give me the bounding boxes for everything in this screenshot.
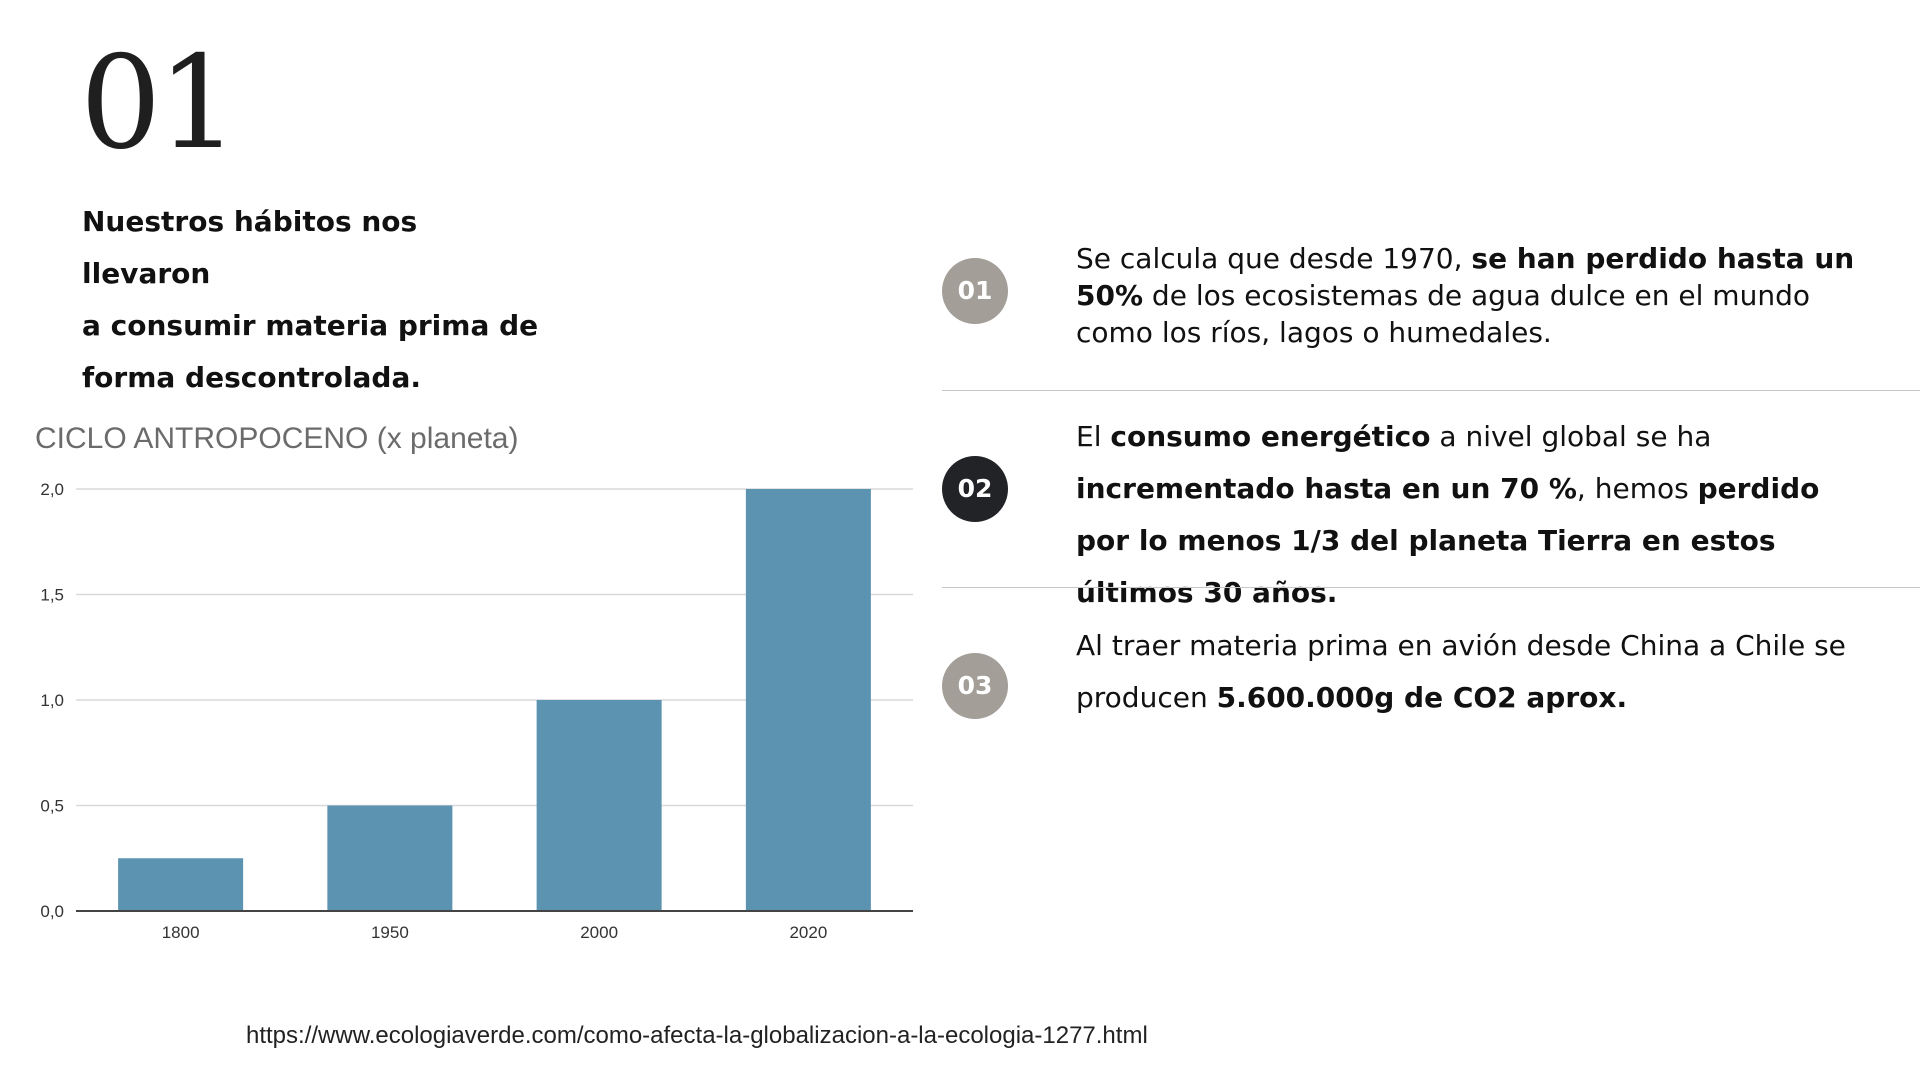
point-text-segment: incrementado hasta en un 70 % — [1076, 472, 1577, 505]
intro-text: Nuestros hábitos nos llevaron a consumir… — [82, 196, 552, 404]
chart-svg: 0,0 0,5 1,0 1,5 2,0 1800 1950 2000 2020 — [40, 480, 913, 942]
point-text-segment: El — [1076, 420, 1111, 453]
y-tick-label: 0,0 — [40, 902, 64, 921]
point-badge: 03 — [942, 653, 1008, 719]
point-text-segment: de los ecosistemas de agua dulce en el m… — [1076, 279, 1810, 349]
chart-title: CICLO ANTROPOCENO (x planeta) — [35, 422, 519, 455]
source-link[interactable]: https://www.ecologiaverde.com/como-afect… — [246, 1022, 1148, 1049]
point-text: Se calcula que desde 1970, se han perdid… — [1076, 240, 1876, 351]
x-tick-label: 2020 — [789, 923, 827, 942]
point-text: El consumo energético a nivel global se … — [1076, 411, 1876, 619]
intro-line: Nuestros hábitos nos llevaron — [82, 205, 418, 290]
intro-line: a consumir materia prima de — [82, 309, 539, 342]
x-tick-label: 1950 — [371, 923, 409, 942]
y-tick-label: 1,0 — [40, 691, 64, 710]
y-tick-label: 1,5 — [40, 586, 64, 605]
bar-1800 — [118, 858, 244, 911]
y-tick-label: 0,5 — [40, 797, 64, 816]
bar-2000 — [536, 700, 662, 911]
point-text-segment: Al traer materia prima en avión desde Ch… — [1076, 629, 1846, 714]
point-text: Al traer materia prima en avión desde Ch… — [1076, 620, 1876, 724]
point-text-segment: perdido por lo menos 1/3 del planeta Tie… — [1076, 472, 1820, 609]
divider — [942, 390, 1920, 391]
point-text-segment: consumo energético — [1110, 420, 1431, 453]
point-badge: 02 — [942, 456, 1008, 522]
bar-1950 — [327, 805, 453, 911]
point-text-segment: 5.600.000g de CO2 aprox. — [1216, 681, 1628, 714]
point-badge: 01 — [942, 258, 1008, 324]
x-tick-label: 2000 — [580, 923, 618, 942]
point-text-segment: Se calcula que desde 1970, — [1076, 242, 1472, 275]
slide-number: 01 — [80, 29, 239, 178]
divider — [942, 587, 1920, 588]
bar-chart: CICLO ANTROPOCENO (x planeta) 0,0 0,5 1,0 1… — [30, 418, 930, 948]
intro-line: forma descontrolada. — [82, 361, 422, 394]
point-text-segment: , hemos — [1576, 472, 1698, 505]
point-text-segment: a nivel global se ha — [1430, 420, 1712, 453]
x-tick-label: 1800 — [162, 923, 200, 942]
y-tick-label: 2,0 — [40, 480, 64, 499]
point-text-segment: se han perdido hasta un 50% — [1076, 242, 1855, 312]
bar-2020 — [745, 489, 871, 911]
